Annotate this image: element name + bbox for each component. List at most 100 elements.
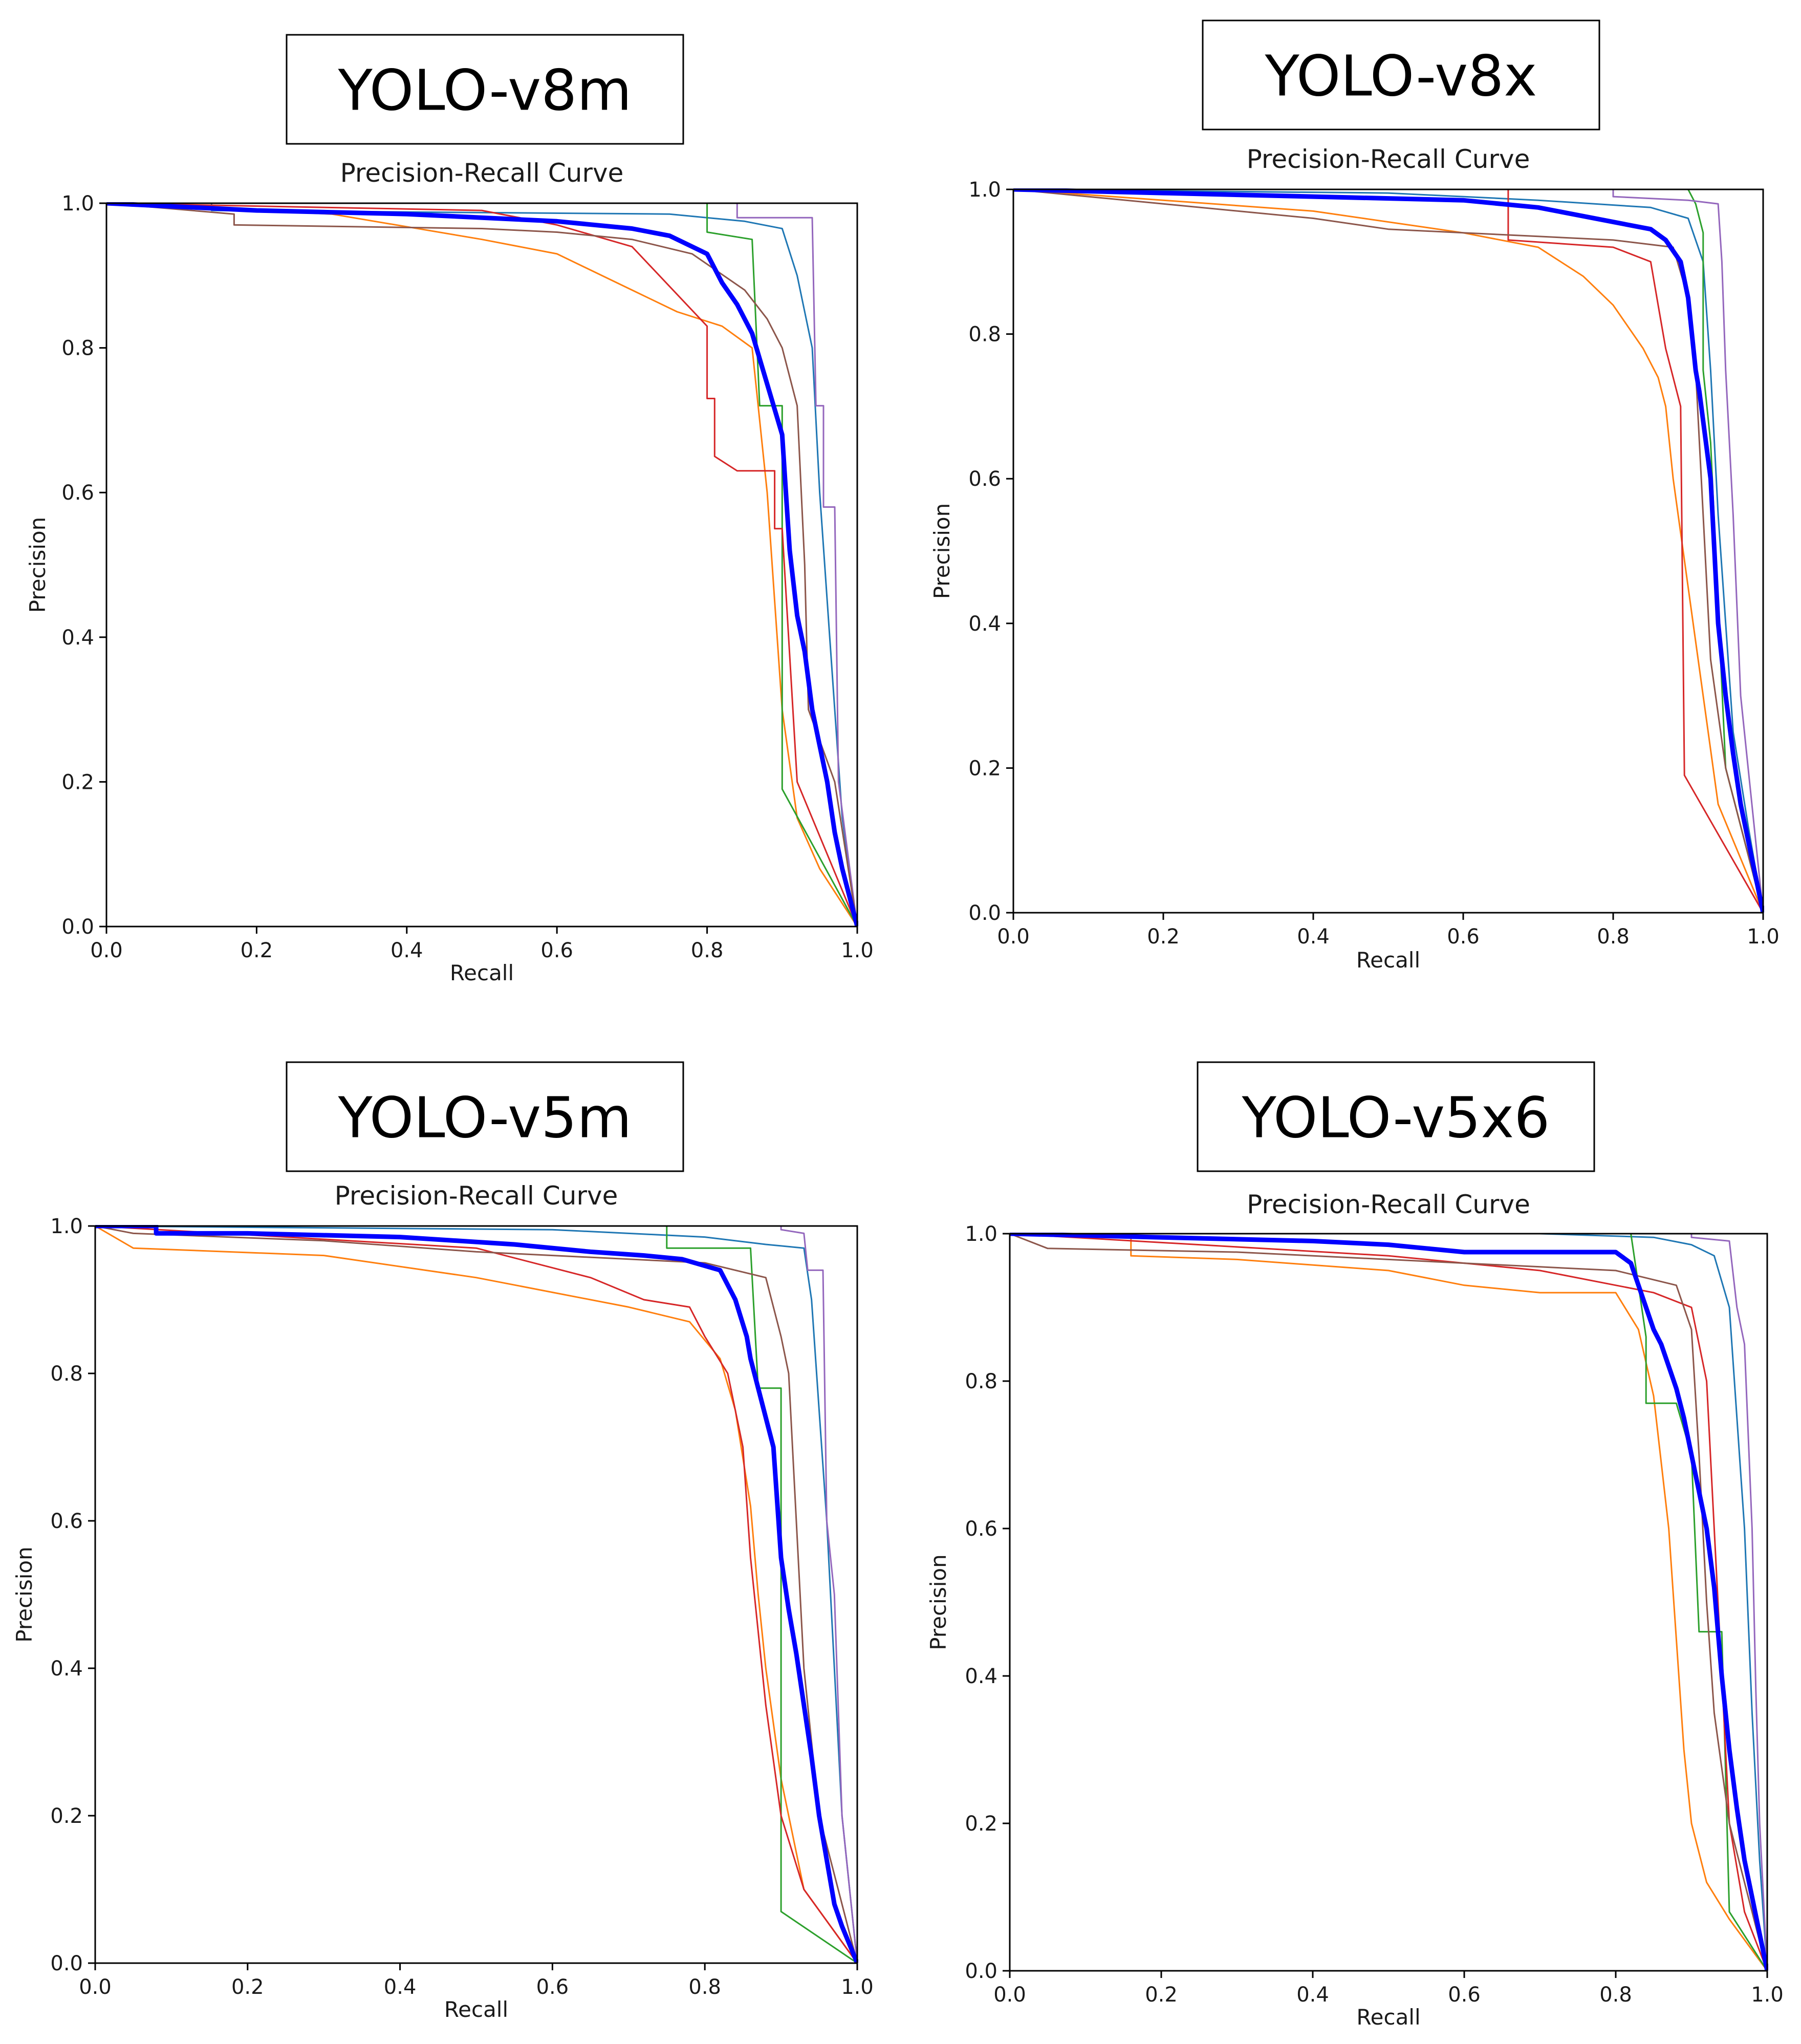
x-tick-label: 0.2: [1147, 925, 1180, 949]
y-axis-label: Precision: [25, 517, 50, 613]
y-tick-label: 1.0: [968, 178, 1001, 202]
x-tick-label: 0.6: [1448, 1983, 1481, 2007]
y-tick-label: 1.0: [61, 192, 94, 216]
chart-panel-0: YOLO-v8m Precision-Recall Curve 0.00.0 0.2 0…: [25, 34, 874, 985]
series-line-class-green: [1013, 188, 1764, 913]
y-tick-label: 0.8: [965, 1370, 997, 1393]
model-label-box: [1197, 1061, 1595, 1172]
chart-title: Precision-Recall Curve: [340, 158, 624, 188]
series-line-class-red: [1013, 188, 1764, 913]
series-line-class-orange: [106, 202, 858, 927]
series-line-class-brown: [95, 1225, 858, 1964]
x-tick-label: 0.2: [241, 939, 273, 962]
y-tick-label: 0.2: [968, 757, 1001, 780]
y-tick-label: 1.0: [50, 1215, 83, 1238]
y-tick-label: 0.6: [965, 1517, 997, 1541]
series-line-all-classes: [1009, 1233, 1768, 1971]
model-label-box: [286, 1061, 684, 1172]
y-tick-label: 0.4: [50, 1657, 83, 1681]
series-line-class-red: [1009, 1233, 1768, 1971]
x-axis-label: Recall: [450, 960, 514, 985]
y-tick-label: 0.0: [965, 1960, 997, 1983]
chart-panel-1: YOLO-v8x Precision-Recall Curve 0.00.0 0.2 0…: [929, 19, 1780, 973]
x-tick-label: 0.2: [231, 1975, 264, 1999]
x-tick-label: 0.8: [691, 939, 724, 962]
y-tick-label: 0.6: [968, 467, 1001, 491]
x-tick-label: 1.0: [841, 939, 874, 962]
model-label-box: [286, 34, 684, 145]
series-line-class-red: [95, 1225, 858, 1964]
series-line-class-green: [95, 1225, 858, 1964]
series-line-class-green: [106, 202, 858, 927]
y-axis-label: Precision: [926, 1554, 951, 1650]
y-tick-label: 0.0: [61, 915, 94, 939]
y-tick-label: 0.2: [61, 770, 94, 794]
x-tick-label: 0.4: [390, 939, 423, 962]
series-line-class-red: [106, 202, 858, 927]
x-tick-label: 1.0: [1751, 1983, 1784, 2007]
x-axis-label: Recall: [1356, 948, 1420, 973]
x-tick-label: 0.8: [1599, 1983, 1632, 2007]
x-tick-label: 0.8: [688, 1975, 721, 1999]
series-line-class-orange: [1009, 1233, 1768, 1971]
x-tick-label: 0.0: [79, 1975, 112, 1999]
series-line-all-classes: [1013, 188, 1764, 913]
series-line-class-brown: [1013, 188, 1764, 913]
x-tick-label: 0.6: [540, 939, 573, 962]
chart-title: Precision-Recall Curve: [335, 1181, 618, 1211]
chart-panel-3: YOLO-v5x6 Precision-Recall Curve 0.00.0 0.2…: [926, 1061, 1784, 2030]
plot-frame: [1009, 1233, 1768, 1972]
plot-frame: [94, 1225, 858, 1964]
model-label: YOLO-v5m: [338, 1085, 632, 1151]
series-line-class-brown: [106, 202, 858, 927]
x-tick-label: 0.0: [90, 939, 123, 962]
y-tick-label: 0.6: [61, 481, 94, 505]
plot-frame: [105, 202, 858, 928]
x-tick-label: 0.0: [993, 1983, 1026, 2007]
y-tick-label: 0.2: [50, 1804, 83, 1828]
y-tick-label: 0.4: [968, 612, 1001, 636]
series-line-class-purple: [95, 1225, 858, 1964]
series-line-class-orange: [95, 1225, 858, 1964]
y-tick-label: 0.8: [61, 337, 94, 360]
series-line-class-orange: [1013, 188, 1764, 913]
y-axis-label: Precision: [12, 1546, 37, 1642]
series-line-class-purple: [1013, 188, 1764, 913]
y-tick-label: 0.6: [50, 1510, 83, 1533]
series-line-class-purple: [1010, 1233, 1768, 1971]
x-tick-label: 1.0: [1747, 925, 1780, 949]
series-line-all-classes: [106, 202, 858, 928]
x-tick-label: 0.4: [1296, 1983, 1329, 2007]
y-tick-label: 1.0: [965, 1222, 997, 1246]
model-label: YOLO-v8m: [338, 58, 632, 123]
series-line-class-brown: [1009, 1233, 1768, 1971]
x-tick-label: 0.2: [1145, 1983, 1178, 2007]
y-tick-label: 0.0: [968, 901, 1001, 925]
model-label: YOLO-v8x: [1265, 44, 1537, 109]
x-axis-label: Recall: [1356, 2005, 1420, 2030]
series-line-class-blue: [1013, 188, 1764, 913]
x-tick-label: 0.0: [997, 925, 1030, 949]
series-line-class-blue: [106, 202, 858, 927]
x-tick-label: 0.4: [384, 1975, 417, 1999]
x-tick-label: 0.8: [1597, 925, 1630, 949]
x-tick-label: 0.4: [1297, 925, 1330, 949]
series-line-class-blue: [1010, 1233, 1768, 1971]
x-axis-label: Recall: [444, 1997, 508, 2022]
chart-title: Precision-Recall Curve: [1247, 1190, 1530, 1219]
series-line-class-green: [1010, 1233, 1768, 1971]
y-axis-label: Precision: [929, 503, 954, 599]
x-tick-label: 0.6: [1447, 925, 1480, 949]
y-tick-label: 0.8: [50, 1362, 83, 1386]
model-label: YOLO-v5x6: [1242, 1085, 1550, 1151]
model-label-box: [1202, 19, 1600, 131]
chart-panel-2: YOLO-v5m Precision-Recall Curve 0.00.0 0.2 0…: [12, 1061, 874, 2022]
plot-frame: [1012, 188, 1764, 914]
series-line-class-blue: [95, 1225, 858, 1964]
series-line-all-classes: [95, 1225, 858, 1964]
series-line-class-purple: [106, 202, 858, 927]
chart-title: Precision-Recall Curve: [1247, 144, 1530, 174]
y-tick-label: 0.8: [968, 323, 1001, 347]
y-tick-label: 0.4: [965, 1665, 997, 1688]
